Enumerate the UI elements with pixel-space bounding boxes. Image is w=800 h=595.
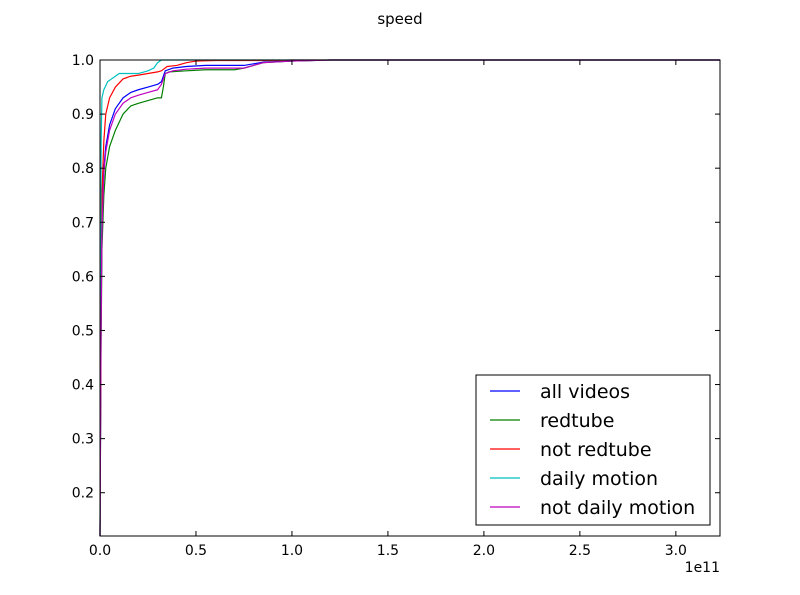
y-tick-label: 0.7 [72, 215, 94, 231]
y-tick-label: 0.4 [72, 378, 94, 394]
x-tick-label: 1.5 [377, 543, 399, 559]
legend-label: daily motion [540, 468, 658, 490]
y-tick-label: 0.2 [72, 486, 94, 502]
x-offset-label: 1e11 [685, 560, 720, 576]
plot-frame [99, 59, 721, 537]
x-tick-label: 2.5 [569, 543, 591, 559]
y-tick-label: 0.9 [72, 107, 94, 123]
legend-label: redtube [540, 410, 614, 432]
legend-label: not daily motion [540, 497, 695, 519]
y-tick-label: 0.8 [72, 161, 94, 177]
legend-box [475, 374, 711, 526]
x-tick-label: 0.5 [185, 543, 207, 559]
plot-area: 0.0 0.5 1.0 1.5 2.0 2.5 3.0 0.2 0.3 0.4 0.5 0.6 0.7… [72, 53, 721, 559]
y-tick-label: 0.3 [72, 432, 94, 448]
x-axis-ticks: 0.0 0.5 1.0 1.5 2.0 2.5 3.0 [89, 60, 687, 559]
x-tick-label: 1.0 [281, 543, 303, 559]
legend-items: all videos redtube not redtube daily motion… [490, 381, 695, 519]
x-tick-label: 3.0 [665, 543, 687, 559]
y-tick-label: 1.0 [72, 53, 94, 69]
y-axis-ticks: 0.2 0.3 0.4 0.5 0.6 0.7 0.8 0.9 1.0 [72, 53, 720, 502]
legend: all videos redtube not redtube daily motion… [475, 374, 711, 526]
x-tick-label: 0.0 [89, 543, 111, 559]
x-tick-label: 2.0 [473, 543, 495, 559]
y-tick-label: 0.5 [72, 323, 94, 339]
series-line-not-daily-motion [99, 59, 720, 537]
y-tick-label: 0.6 [72, 269, 94, 285]
legend-label: all videos [540, 381, 630, 403]
legend-label: not redtube [540, 439, 652, 461]
series-layer [99, 59, 720, 537]
chart-title: speed [377, 10, 422, 28]
